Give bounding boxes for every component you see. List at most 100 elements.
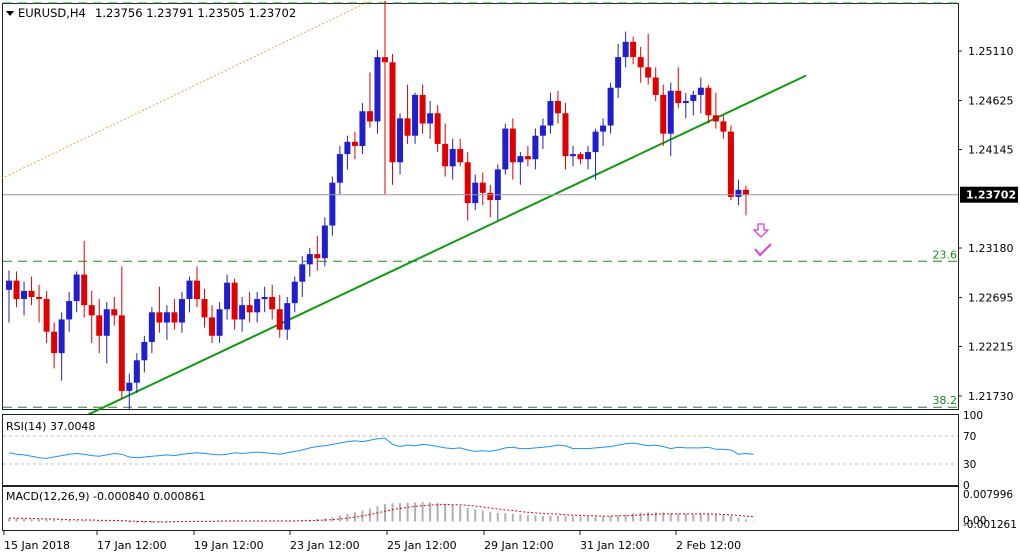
candle-body bbox=[607, 87, 614, 126]
candle-body bbox=[21, 290, 28, 300]
candle-body bbox=[412, 94, 419, 136]
candle bbox=[449, 138, 456, 180]
candle-body bbox=[329, 182, 336, 226]
candle bbox=[336, 145, 343, 195]
candle bbox=[600, 118, 607, 146]
candle-body bbox=[742, 189, 749, 195]
candle-body bbox=[171, 312, 178, 323]
candle bbox=[645, 33, 652, 85]
macd-panel-frame bbox=[2, 486, 959, 531]
candle-body bbox=[269, 296, 276, 310]
price-axis: 1.25110 1.24625 1.24145 1.23180 1.22695 1.222… bbox=[958, 45, 1018, 403]
candle bbox=[36, 284, 43, 323]
candle bbox=[652, 67, 659, 102]
candle bbox=[487, 184, 494, 218]
candle-body bbox=[66, 301, 73, 320]
macd-histogram bbox=[8, 502, 755, 523]
candle-body bbox=[600, 125, 607, 132]
candle-body bbox=[615, 57, 622, 88]
candle-body bbox=[81, 274, 88, 306]
candle-body bbox=[141, 341, 148, 361]
candle-body bbox=[201, 299, 208, 318]
candle bbox=[615, 43, 622, 98]
candle-body bbox=[36, 296, 43, 300]
candle-body bbox=[382, 57, 388, 63]
candle-body bbox=[336, 154, 343, 183]
chart-header: EURUSD,H4 1.23756 1.23791 1.23505 1.2370… bbox=[6, 6, 296, 20]
candle bbox=[404, 84, 411, 144]
checkmark-icon bbox=[754, 243, 772, 257]
candle-body bbox=[299, 264, 306, 282]
candle bbox=[201, 288, 208, 328]
candles bbox=[6, 0, 749, 410]
candle-body bbox=[397, 118, 404, 163]
candle-body bbox=[547, 101, 554, 126]
macd-levels: 0.007996 0.00-0.001261 bbox=[963, 489, 1017, 531]
candle-body bbox=[344, 141, 351, 155]
candle bbox=[607, 82, 614, 134]
candle bbox=[472, 174, 479, 211]
candle-body bbox=[570, 154, 576, 157]
rsi-line bbox=[8, 437, 754, 459]
rsi-label: RSI(14) 37.0048 bbox=[6, 420, 95, 433]
macd-level-label: -0.001261 bbox=[963, 519, 1017, 531]
candle-body bbox=[246, 305, 253, 313]
time-tick-label: 2 Feb 12:00 bbox=[676, 539, 741, 552]
candle bbox=[675, 67, 682, 109]
candle-body bbox=[359, 111, 366, 146]
candle bbox=[547, 92, 554, 134]
candle bbox=[194, 266, 200, 308]
candle bbox=[186, 276, 193, 313]
candle-body bbox=[524, 156, 531, 160]
candle bbox=[630, 36, 637, 65]
candle bbox=[133, 353, 140, 393]
candle-body bbox=[509, 128, 516, 163]
candle-body bbox=[682, 101, 689, 104]
trendlines bbox=[1, 0, 807, 418]
candle bbox=[442, 123, 449, 177]
candle bbox=[299, 256, 306, 297]
main-panel: 0.0 23.6 38.2 EURUSD,H4 1.23756 1.23791 1.… bbox=[1, 0, 959, 418]
candle bbox=[21, 281, 28, 316]
candle-body bbox=[254, 299, 261, 313]
candle bbox=[570, 145, 576, 167]
candle-body bbox=[6, 280, 12, 290]
candle-body bbox=[592, 131, 599, 153]
candle-body bbox=[735, 189, 742, 197]
candle-body bbox=[156, 312, 163, 323]
time-tick-label: 29 Jan 12:00 bbox=[484, 539, 554, 552]
candle-body bbox=[427, 113, 434, 124]
candle-body bbox=[487, 192, 494, 201]
candle bbox=[291, 276, 298, 313]
candle bbox=[532, 128, 539, 170]
macd-level-label: 0.00 bbox=[963, 515, 986, 527]
candle bbox=[73, 271, 80, 313]
candle-body bbox=[314, 254, 321, 259]
candle-body bbox=[73, 274, 80, 302]
candle bbox=[434, 105, 441, 153]
candle-body bbox=[697, 87, 704, 95]
candle-body bbox=[449, 148, 456, 167]
time-tick-label: 23 Jan 12:00 bbox=[290, 539, 360, 552]
candle bbox=[682, 92, 689, 119]
current-price-label: 1.23702 bbox=[966, 189, 1016, 202]
candle bbox=[712, 92, 719, 129]
candle bbox=[494, 164, 501, 221]
candle-body bbox=[494, 169, 501, 201]
time-tick-label: 25 Jan 12:00 bbox=[387, 539, 457, 552]
candle-body bbox=[554, 101, 561, 114]
candle-body bbox=[366, 111, 373, 122]
rsi-panel-frame bbox=[2, 414, 959, 486]
candle-body bbox=[186, 280, 193, 300]
candle bbox=[502, 123, 509, 175]
dropdown-triangle-icon[interactable] bbox=[6, 11, 14, 16]
candle-body bbox=[209, 317, 216, 336]
candle bbox=[727, 125, 734, 201]
macd-panel: MACD(12,26,9) -0.000840 0.000861 0.00799… bbox=[2, 486, 1017, 531]
support-trendline bbox=[83, 74, 807, 418]
candle-body bbox=[652, 77, 659, 95]
dotted-trendline bbox=[1, 0, 371, 180]
candle bbox=[660, 84, 667, 146]
candle-body bbox=[148, 312, 155, 342]
